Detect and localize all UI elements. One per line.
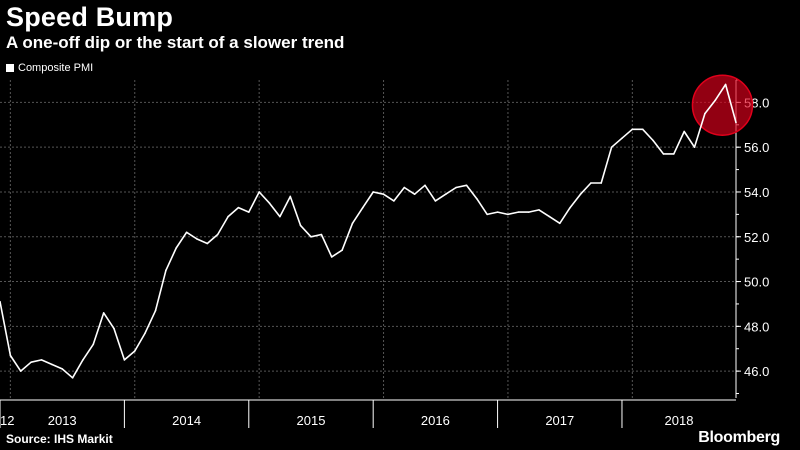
chart-subtitle: A one-off dip or the start of a slower t…	[6, 33, 345, 52]
data-point	[196, 238, 198, 240]
data-point	[662, 153, 665, 155]
data-point	[558, 222, 561, 225]
y-tick-label: 54.0	[744, 185, 769, 200]
data-point	[102, 312, 105, 314]
data-point	[61, 368, 63, 370]
data-point	[424, 184, 426, 187]
data-point	[382, 193, 385, 196]
data-point	[113, 327, 115, 330]
data-point	[216, 233, 219, 236]
data-point	[486, 213, 489, 216]
data-point	[185, 231, 188, 234]
data-point	[538, 209, 540, 211]
data-point	[40, 359, 43, 361]
data-point	[330, 256, 333, 258]
data-point	[413, 193, 416, 196]
data-point	[299, 224, 302, 227]
data-point	[621, 137, 623, 140]
data-point	[0, 300, 1, 303]
data-point	[71, 377, 74, 379]
data-point	[610, 146, 613, 148]
series-line-composite-pmi	[0, 83, 737, 379]
data-point	[268, 202, 271, 204]
data-point	[30, 361, 32, 363]
data-point	[444, 193, 447, 196]
data-point	[465, 184, 468, 187]
data-point	[673, 153, 675, 155]
chart-title: Speed Bump	[6, 2, 174, 32]
data-point	[548, 215, 551, 218]
data-point	[144, 332, 146, 334]
data-point	[631, 128, 634, 131]
data-point	[641, 128, 644, 131]
data-point	[154, 309, 157, 312]
data-point	[279, 215, 281, 218]
data-point	[476, 197, 478, 200]
data-point	[372, 191, 374, 193]
data-point	[455, 186, 457, 189]
data-point	[310, 235, 312, 238]
legend-label: Composite PMI	[18, 62, 94, 74]
data-point	[123, 359, 126, 361]
data-point	[496, 211, 499, 213]
data-point	[507, 213, 509, 216]
data-point	[9, 354, 12, 357]
data-point	[19, 370, 22, 372]
x-tick-label: 2014	[172, 413, 201, 428]
data-point	[206, 242, 209, 245]
x-tick-label: 2015	[297, 413, 326, 428]
data-point	[133, 350, 136, 352]
y-tick-label: 48.0	[744, 319, 769, 334]
data-point	[258, 191, 260, 193]
data-point	[92, 343, 95, 346]
data-point	[351, 222, 354, 225]
data-point	[600, 182, 603, 184]
brand-logo: Bloomberg	[698, 429, 780, 446]
data-point	[341, 249, 343, 251]
data-point	[320, 233, 323, 236]
x-tick-label: 2012	[0, 413, 14, 428]
data-point	[579, 193, 582, 196]
data-point	[735, 121, 737, 124]
x-tick-label: 2013	[48, 413, 77, 428]
y-tick-label: 52.0	[744, 230, 769, 245]
data-point	[590, 182, 592, 184]
data-point	[704, 112, 706, 115]
source-note: Source: IHS Markit	[6, 432, 113, 446]
legend-swatch	[6, 64, 14, 72]
data-point	[362, 206, 364, 209]
data-point	[527, 211, 530, 213]
data-point	[237, 206, 240, 209]
y-tick-label: 46.0	[744, 364, 769, 379]
data-point	[175, 247, 178, 249]
data-point	[569, 206, 571, 209]
x-tick-label: 2017	[545, 413, 574, 428]
y-tick-label: 56.0	[744, 140, 769, 155]
data-point	[165, 269, 167, 272]
data-point	[652, 139, 654, 142]
data-point	[82, 359, 84, 361]
data-point	[227, 215, 229, 218]
data-point	[289, 195, 292, 198]
data-point	[517, 211, 520, 213]
highlight-circle	[691, 74, 754, 136]
data-point	[724, 83, 727, 86]
legend: Composite PMI	[6, 62, 93, 74]
x-tick-label: 2016	[421, 413, 450, 428]
data-point	[434, 200, 437, 202]
data-point	[693, 146, 696, 148]
y-tick-label: 50.0	[744, 275, 769, 290]
data-point	[683, 130, 685, 133]
data-point	[51, 363, 53, 366]
data-point	[393, 200, 395, 202]
data-point	[403, 186, 406, 189]
data-point	[247, 211, 250, 213]
data-point	[714, 99, 717, 101]
x-tick-label: 2018	[665, 413, 694, 428]
